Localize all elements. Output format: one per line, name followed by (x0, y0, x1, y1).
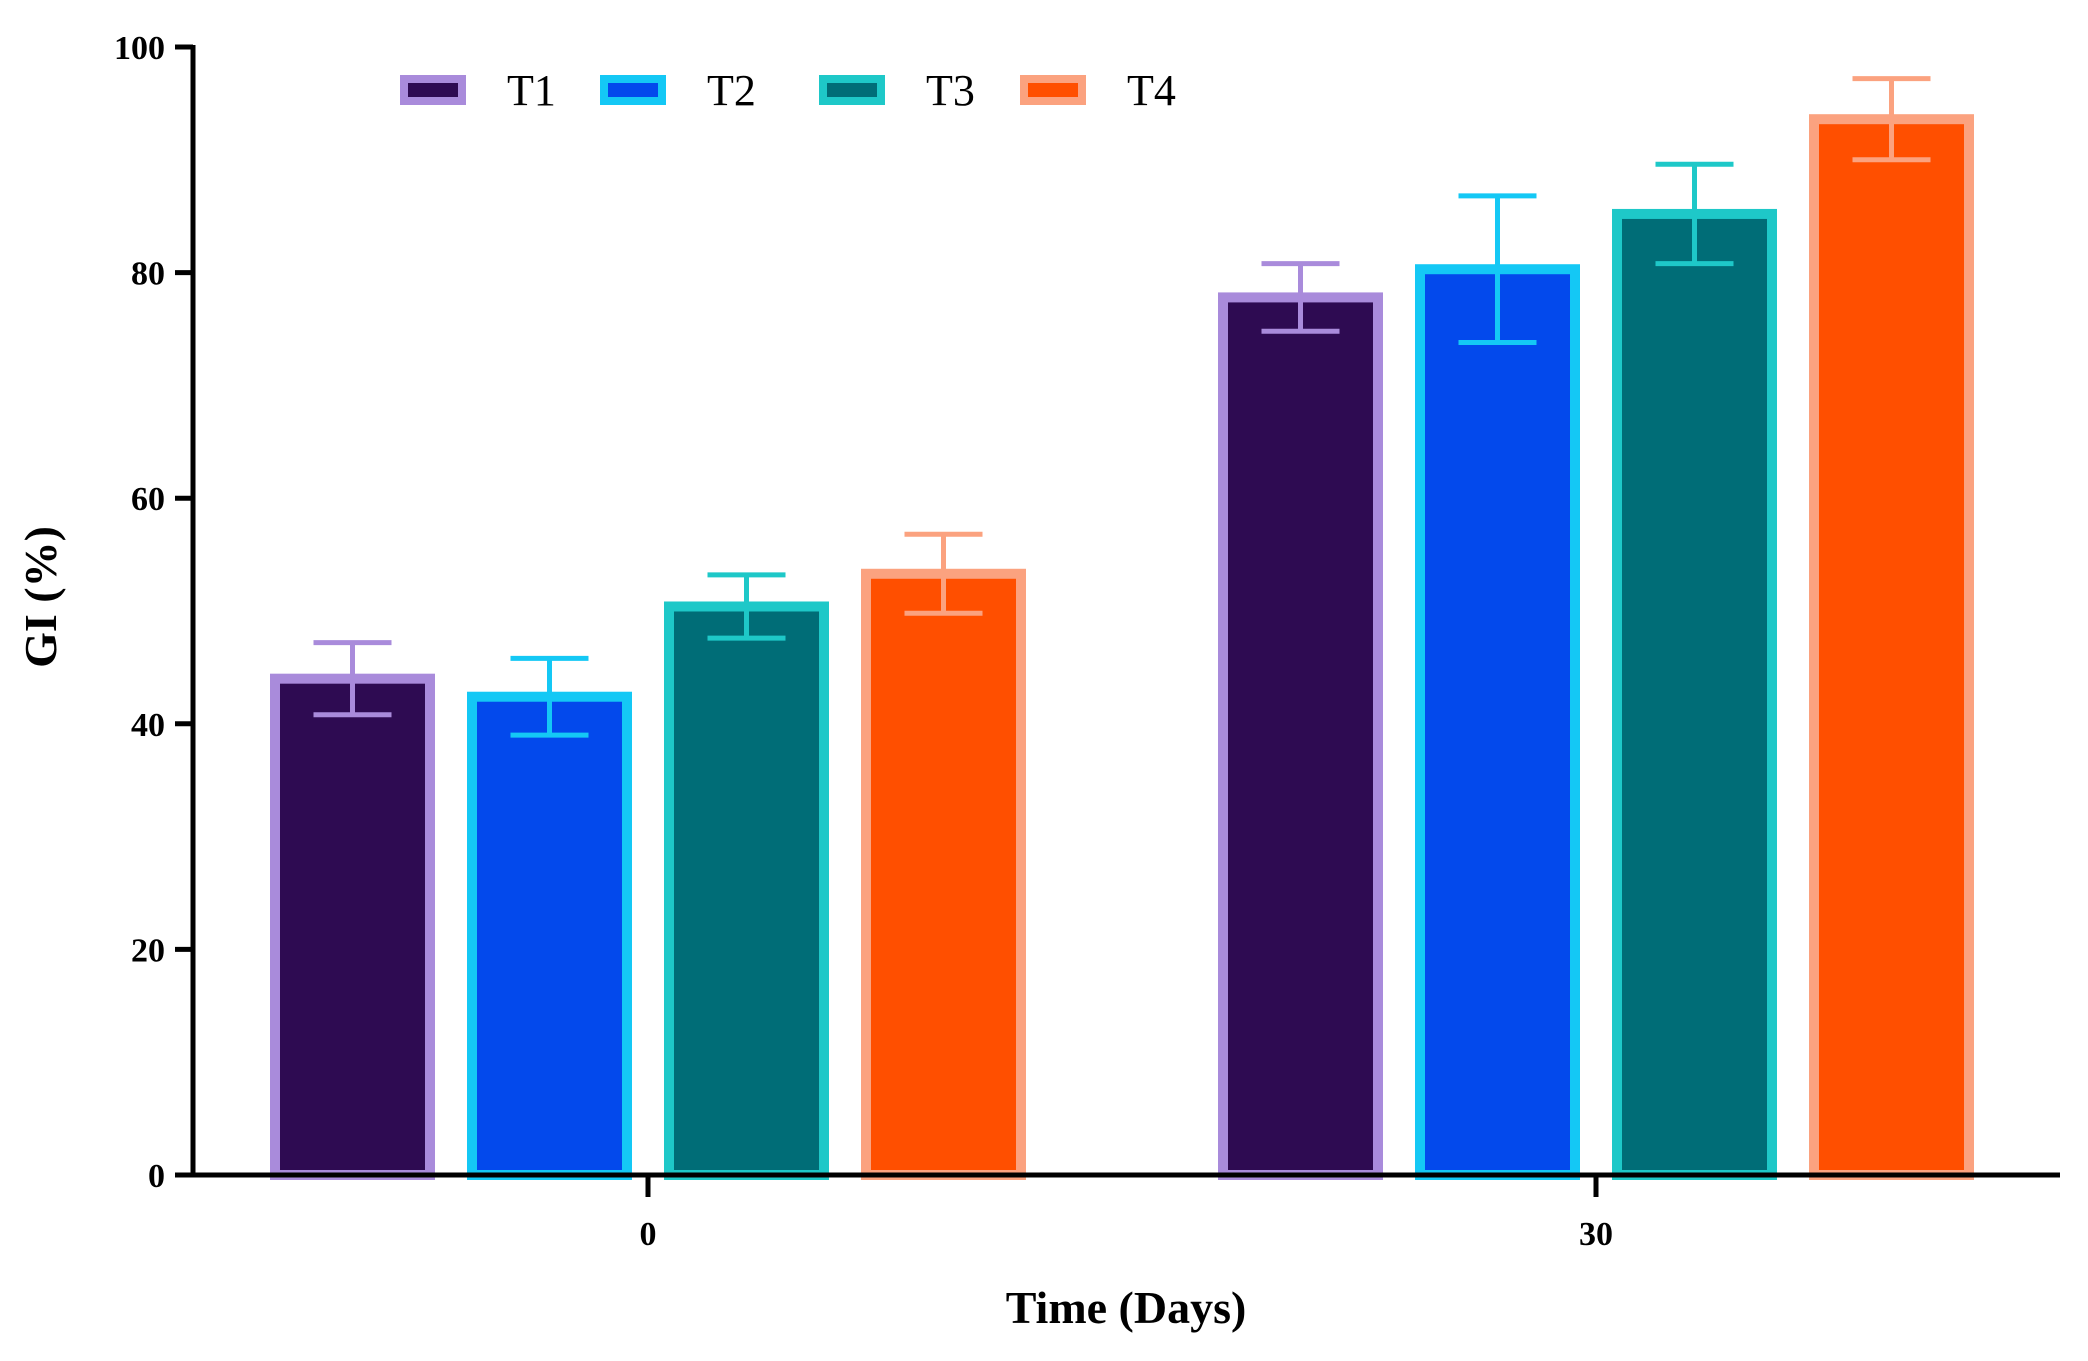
bar-t2-day-0 (467, 691, 632, 1181)
bars-layer (270, 114, 1974, 1181)
y-tick-label: 60 (131, 481, 165, 518)
bar-t2-day-30 (1415, 264, 1580, 1180)
y-tick-label: 0 (148, 1158, 165, 1195)
error-bar-t4-day-30 (1852, 76, 1931, 163)
error-bar-t3-day-30 (1655, 161, 1734, 267)
legend-item-t3: T3 (819, 66, 975, 115)
legend-item-t4: T4 (1020, 66, 1176, 115)
error-bars-layer (313, 76, 1931, 738)
legend-item-t2: T2 (600, 66, 756, 115)
x-axis-title: Time (Days) (1006, 1282, 1247, 1333)
bar-t4-day-0 (861, 568, 1026, 1180)
legend-swatch (1020, 75, 1086, 105)
legend-item-t1: T1 (400, 66, 556, 115)
legend: T1 T2 T3 T4 (400, 66, 1176, 115)
y-ticks: 0 20 40 60 80 100 (114, 30, 193, 1195)
y-tick-label: 20 (131, 932, 165, 969)
error-bar-t1-day-0 (313, 640, 392, 718)
x-ticks: 0 30 (640, 1175, 1613, 1253)
axes-layer (190, 45, 2060, 1178)
y-tick-label: 100 (114, 30, 165, 67)
y-tick-label: 40 (131, 707, 165, 744)
x-tick-label: 0 (640, 1216, 657, 1253)
y-tick-label: 80 (131, 256, 165, 293)
bar-t1-day-0 (270, 673, 435, 1180)
bar-t1-day-30 (1218, 292, 1383, 1180)
bar-t3-day-0 (664, 601, 829, 1180)
x-tick-label: 30 (1579, 1216, 1613, 1253)
legend-label: T3 (926, 66, 975, 115)
error-bar-t1-day-30 (1261, 261, 1340, 334)
bar-t3-day-30 (1612, 208, 1777, 1181)
y-axis-title: GI (%) (15, 526, 66, 668)
legend-label: T2 (707, 66, 756, 115)
bar-t4-day-30 (1809, 114, 1974, 1180)
error-bar-t2-day-0 (510, 655, 589, 738)
legend-label: T4 (1127, 66, 1176, 115)
legend-swatch (400, 75, 466, 105)
error-bar-t2-day-30 (1458, 193, 1537, 346)
legend-label: T1 (507, 66, 556, 115)
error-bar-t3-day-0 (707, 572, 786, 641)
legend-swatch (819, 75, 885, 105)
error-bar-t4-day-0 (904, 531, 983, 616)
legend-swatch (600, 75, 666, 105)
